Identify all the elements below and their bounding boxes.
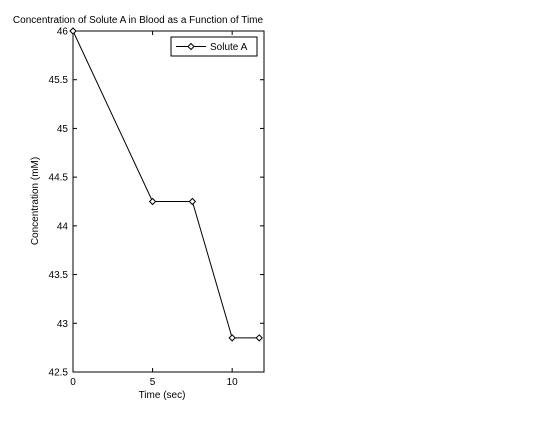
x-tick-label: 10 — [227, 377, 239, 388]
series-layer — [69, 27, 263, 342]
data-point-diamond — [69, 27, 77, 35]
chart-title: Concentration of Solute A in Blood as a … — [13, 15, 264, 26]
x-tick-label: 5 — [150, 377, 156, 388]
legend-marker-diamond-icon — [187, 42, 195, 51]
y-tick-label: 45.5 — [49, 75, 69, 86]
y-tick-label: 42.5 — [49, 368, 69, 379]
data-point-diamond — [188, 197, 197, 206]
y-tick-label: 43 — [57, 319, 69, 330]
y-tick-label: 46 — [57, 27, 69, 38]
y-tick-label: 44.5 — [49, 173, 69, 184]
y-tick-label: 43.5 — [49, 270, 69, 281]
data-point-diamond — [228, 334, 236, 342]
legend-box — [170, 36, 258, 57]
x-tick-label: 0 — [70, 377, 76, 388]
y-tick-label: 45 — [57, 124, 69, 135]
legend-label: Solute A — [210, 42, 248, 53]
y-axis-label: Concentration (mM) — [30, 157, 41, 245]
tick-labels: 0 5 10 42.5 43 43.5 44 44.5 45 45.5 46 — [49, 27, 239, 389]
data-point-diamond — [255, 334, 263, 342]
data-point-diamond — [148, 197, 157, 206]
x-axis-label: Time (sec) — [139, 390, 186, 401]
legend: Solute A — [170, 36, 258, 57]
y-tick-label: 44 — [57, 221, 69, 232]
